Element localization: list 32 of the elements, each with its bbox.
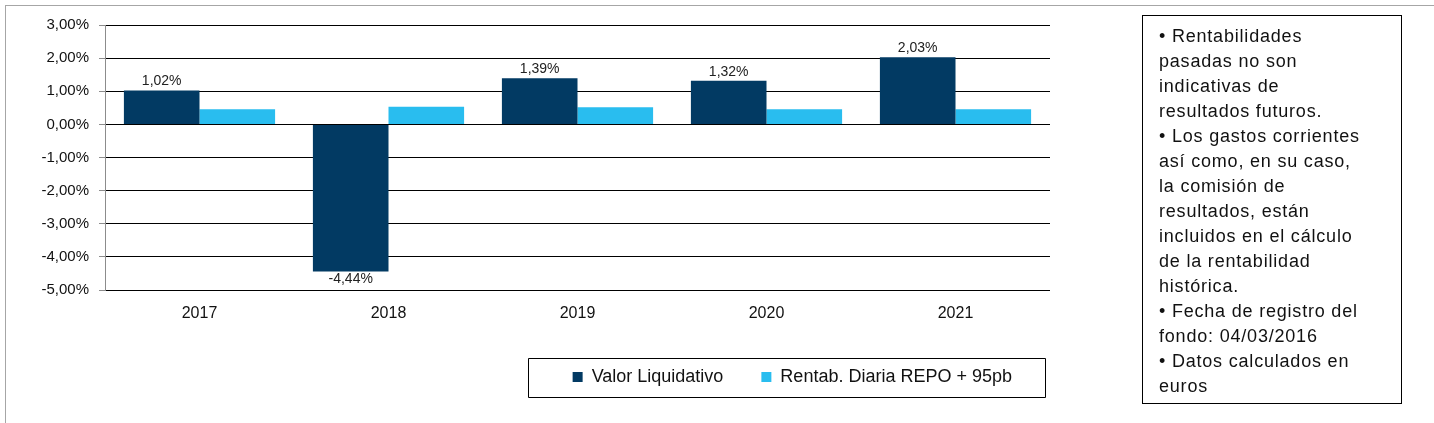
bar (955, 109, 1032, 124)
data-label: 1,32% (708, 62, 749, 79)
y-tick-label: -1,00% (41, 147, 89, 165)
bar (690, 80, 767, 124)
x-tick-label: 2017 (181, 304, 218, 322)
bar (312, 124, 389, 272)
y-tick-label: 3,00% (46, 15, 89, 33)
data-label: 1,39% (519, 60, 560, 77)
data-label: 1,02% (141, 72, 182, 89)
x-tick-label: 2021 (937, 304, 974, 322)
bar (577, 107, 654, 124)
legend-label: Rentab. Diaria REPO + 95pb (780, 365, 1013, 386)
y-tick-label: 0,00% (46, 114, 89, 132)
bar (766, 109, 843, 124)
bar (199, 109, 276, 124)
x-tick-label: 2018 (370, 304, 407, 322)
bar (388, 106, 465, 124)
x-tick-label: 2019 (559, 304, 596, 322)
note-box: • Rentabilidades pasadas no son indicativas de resultados futuros. • Los gastos corrientes así como, en su caso, la comisión de resultados, están incluidos en el cálculo de la rentabilidad histórica. • Fecha de registro del fondo: 04/03/2016 • Datos calculados en euros (1142, 15, 1402, 404)
y-tick-label: -2,00% (41, 180, 89, 198)
bar (123, 90, 200, 124)
y-tick-label: 1,00% (46, 81, 89, 99)
legend-label: Valor Liquidativo (591, 365, 724, 386)
x-tick-label: 2020 (748, 304, 785, 322)
y-tick-label: 2,00% (46, 48, 89, 66)
y-tick-label: -3,00% (41, 213, 89, 231)
bar (879, 57, 956, 124)
data-label: -4,44% (328, 270, 373, 287)
bar (501, 78, 578, 124)
y-tick-label: -5,00% (41, 280, 89, 298)
y-tick-label: -4,00% (41, 247, 89, 265)
data-label: 2,03% (897, 38, 938, 55)
